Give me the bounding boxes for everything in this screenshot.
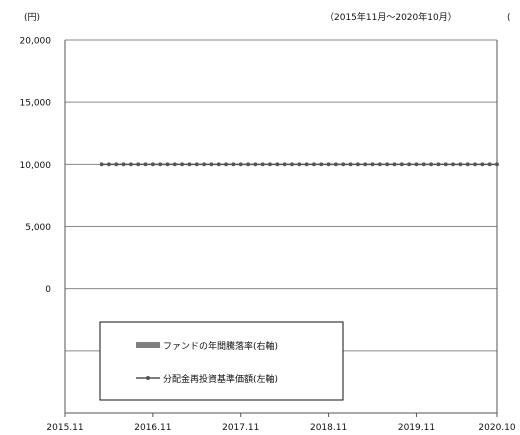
nav-data-point xyxy=(290,162,294,167)
nav-data-point xyxy=(473,162,477,167)
x-tick-labels: 2015.11 2016.11 2017.11 2018.11 2019.11 2020.… xyxy=(46,413,516,433)
nav-data-point xyxy=(429,162,434,167)
nav-data-point xyxy=(312,162,316,167)
nav-data-point xyxy=(187,162,192,167)
nav-data-point xyxy=(495,162,499,167)
nav-data-point xyxy=(319,162,324,167)
y-unit-label: (円) xyxy=(24,12,40,23)
nav-data-point xyxy=(282,162,287,167)
legend-label-bar: ファンドの年間騰落率(右軸) xyxy=(163,340,278,352)
nav-data-point xyxy=(370,162,375,167)
nav-data-point xyxy=(224,162,228,167)
nav-data-point xyxy=(385,162,390,167)
nav-data-point xyxy=(443,162,448,167)
nav-data-point xyxy=(355,162,360,167)
nav-data-point xyxy=(458,162,463,167)
x-tick-label: 2019.11 xyxy=(398,423,435,433)
nav-data-point xyxy=(436,162,441,167)
nav-data-point xyxy=(334,162,338,167)
nav-data-point xyxy=(99,162,104,167)
nav-data-point xyxy=(487,162,492,167)
x-tick-label: 2020.10 xyxy=(478,423,515,433)
nav-data-point xyxy=(246,162,250,167)
nav-data-point xyxy=(363,162,368,167)
nav-data-point xyxy=(399,162,404,167)
nav-data-point xyxy=(194,162,199,167)
nav-data-point xyxy=(165,162,170,167)
legend-swatch-marker xyxy=(146,376,150,380)
y-tick-label: 10,000 xyxy=(20,161,52,171)
nav-data-point xyxy=(253,162,258,167)
nav-data-point xyxy=(451,162,455,167)
nav-data-point xyxy=(238,162,243,167)
legend-label-line: 分配金再投資基準価額(左軸) xyxy=(163,373,278,385)
x-tick-label: 2017.11 xyxy=(222,423,259,433)
nav-data-point xyxy=(158,162,163,167)
nav-data-point xyxy=(268,162,272,167)
nav-data-point xyxy=(180,162,185,167)
nav-series xyxy=(99,162,499,167)
nav-data-point xyxy=(121,162,126,167)
nav-data-point xyxy=(107,162,111,167)
nav-data-point xyxy=(202,162,207,167)
nav-data-point xyxy=(260,162,265,167)
legend-swatch-bar xyxy=(136,342,160,348)
nav-data-point xyxy=(231,162,236,167)
y-tick-label: 5,000 xyxy=(25,223,51,233)
nav-data-point xyxy=(326,162,331,167)
nav-data-point xyxy=(407,162,412,167)
nav-data-point xyxy=(341,162,346,167)
nav-data-point xyxy=(465,162,470,167)
right-axis-paren: ( xyxy=(507,13,511,23)
x-tick-label: 2018.11 xyxy=(310,423,347,433)
x-tick-label: 2015.11 xyxy=(46,423,83,433)
nav-data-point xyxy=(480,162,485,167)
nav-data-point xyxy=(421,162,426,167)
nav-data-point xyxy=(172,162,177,167)
nav-data-point xyxy=(348,162,353,167)
nav-data-point xyxy=(275,162,280,167)
legend-box xyxy=(99,321,344,401)
y-tick-label: 20,000 xyxy=(20,37,52,47)
nav-data-point xyxy=(392,162,397,167)
nav-data-point xyxy=(114,162,119,167)
nav-data-point xyxy=(136,162,141,167)
x-tick-label: 2016.11 xyxy=(134,423,171,433)
nav-data-point xyxy=(128,162,133,167)
legend: ファンドの年間騰落率(右軸) 分配金再投資基準価額(左軸) xyxy=(99,321,344,401)
nav-data-point xyxy=(297,162,302,167)
period-label: （2015年11月～2020年10月） xyxy=(325,11,457,23)
y-tick-label: 0 xyxy=(45,285,51,295)
y-tick-labels: 20,000 15,000 10,000 5,000 0 xyxy=(20,37,52,296)
nav-data-point xyxy=(143,162,148,167)
nav-data-point xyxy=(414,162,419,167)
nav-data-point xyxy=(150,162,155,167)
nav-data-point xyxy=(304,162,309,167)
nav-data-point xyxy=(209,162,214,167)
nav-data-point xyxy=(377,162,382,167)
y-tick-label: 15,000 xyxy=(20,99,52,109)
nav-data-point xyxy=(216,162,221,167)
